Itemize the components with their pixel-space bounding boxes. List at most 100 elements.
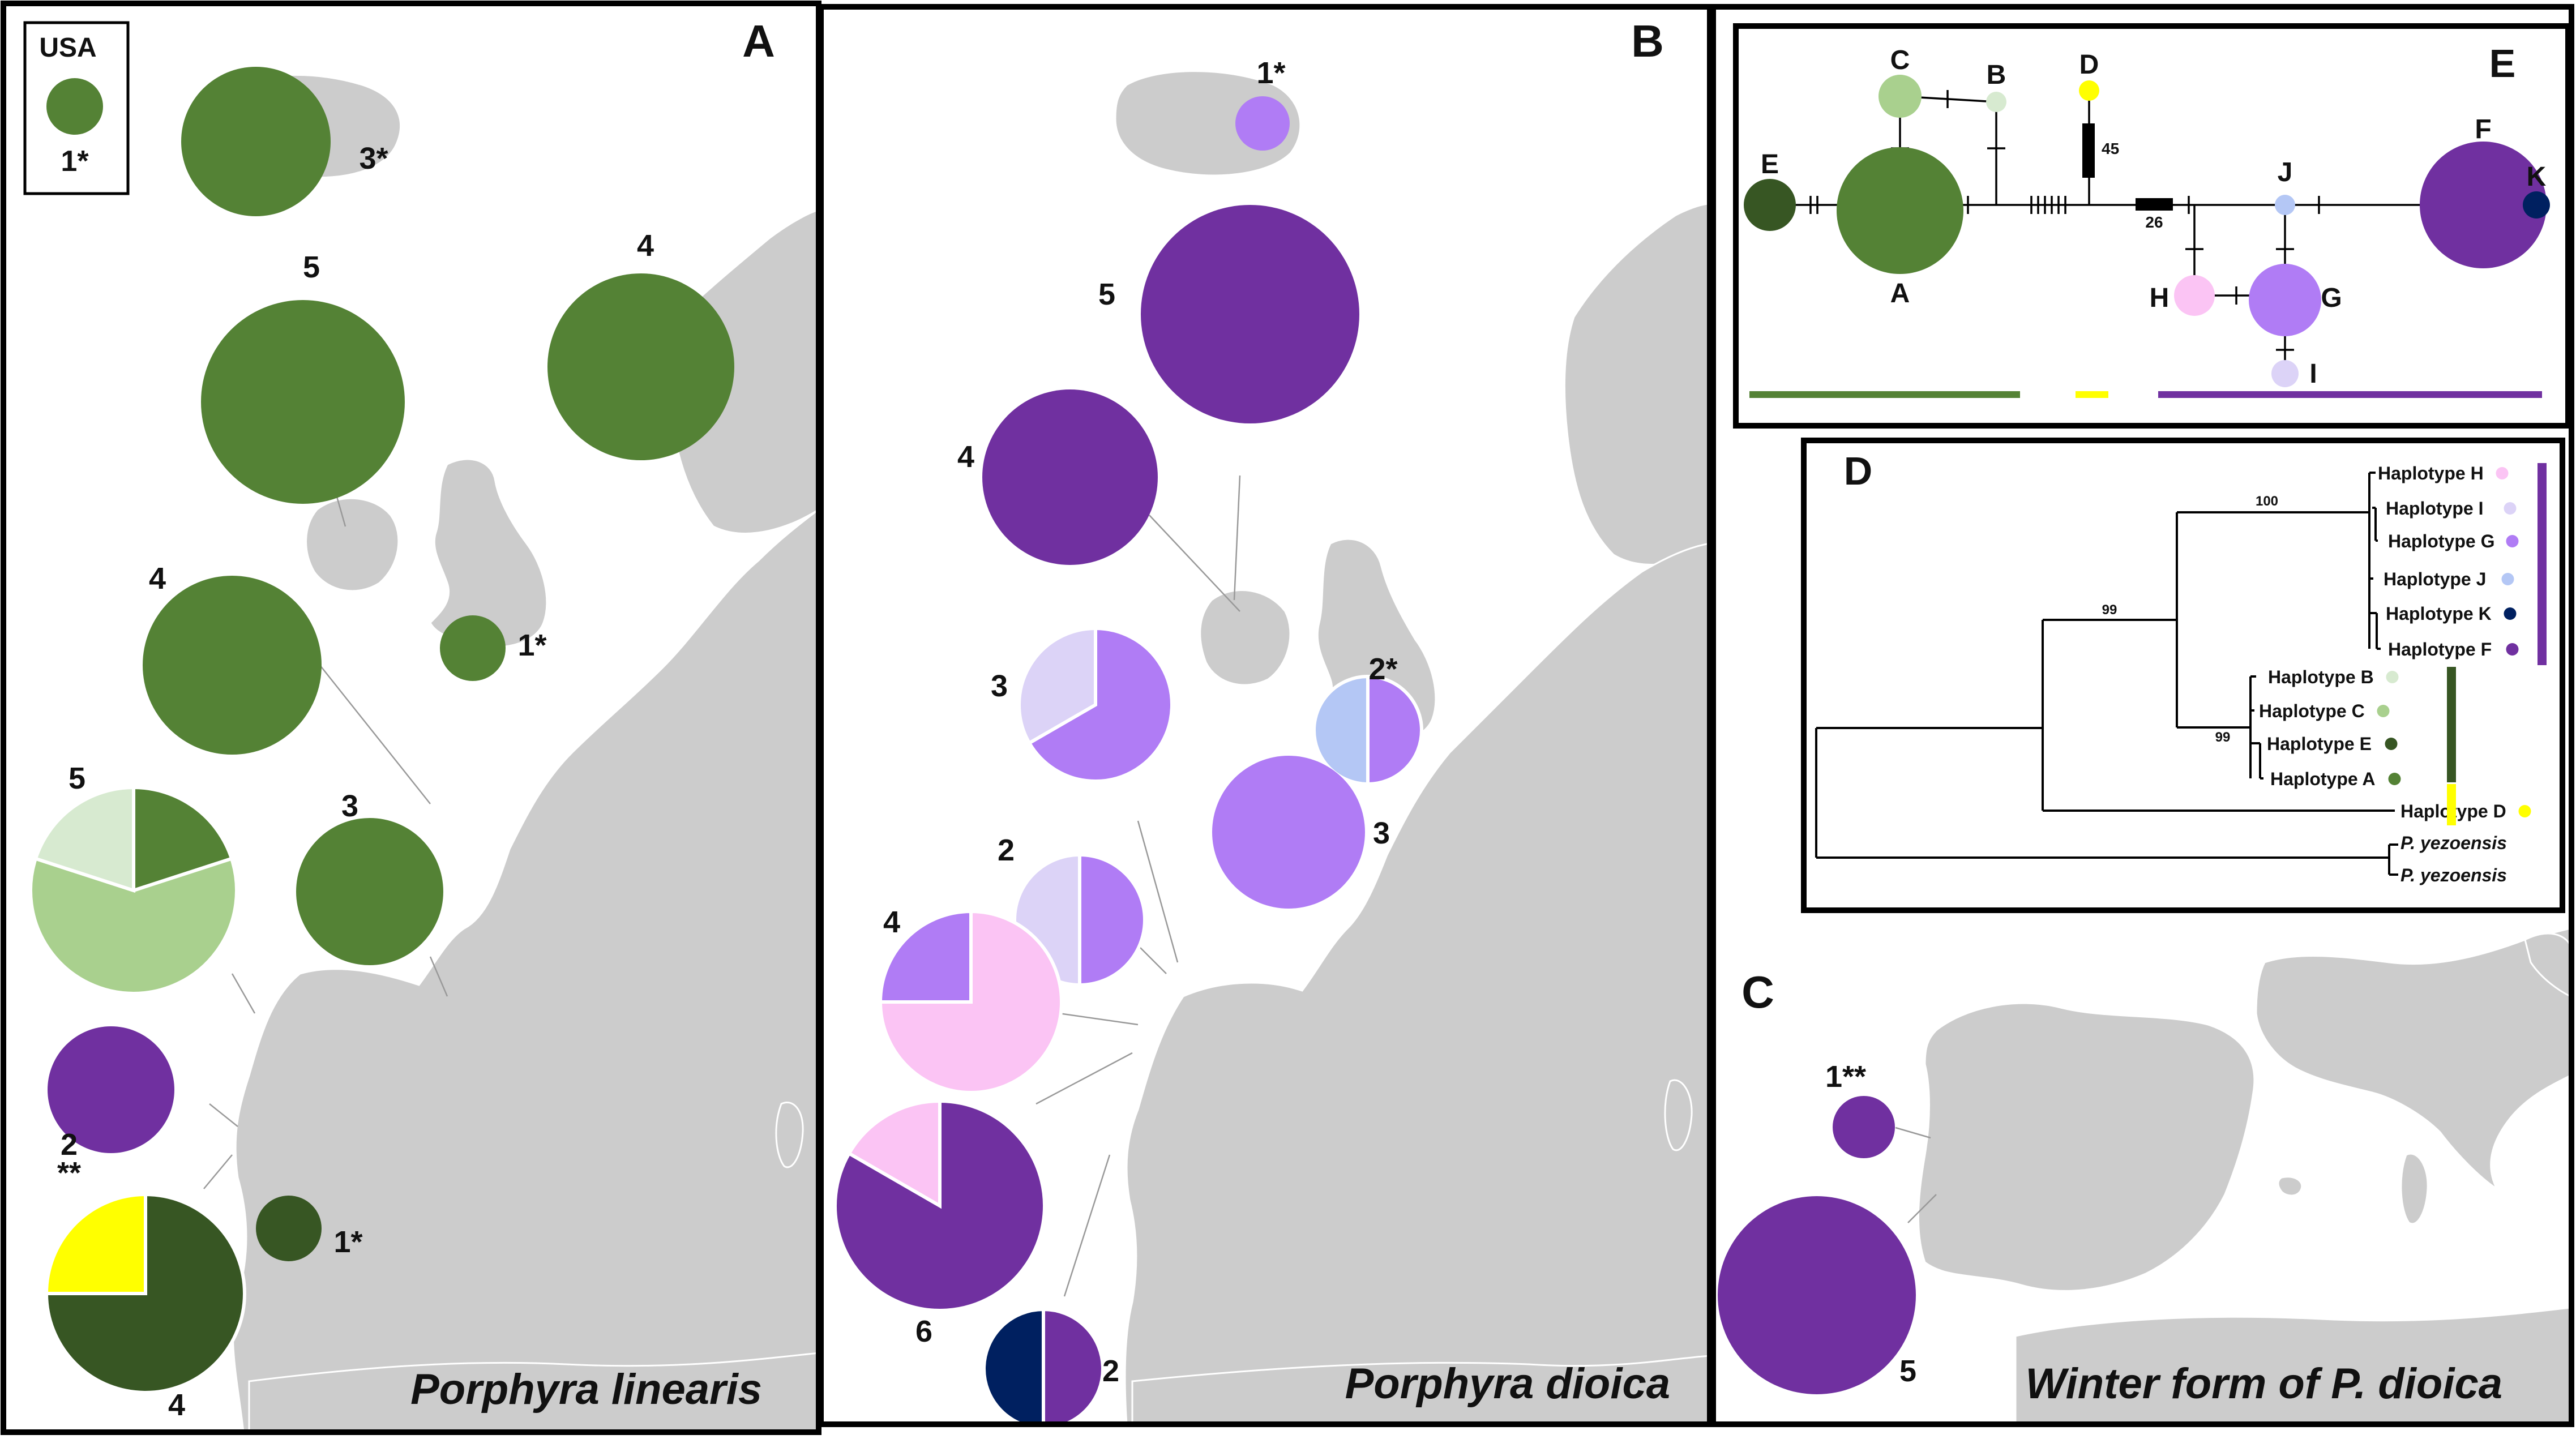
pie-count-label: 5 — [303, 250, 320, 284]
tree-tip-label: Haplotype G — [2388, 531, 2494, 551]
haplotype-node-label: H — [2150, 283, 2170, 313]
bootstrap-value: 99 — [2102, 602, 2117, 618]
haplotype-node-K — [2523, 191, 2550, 219]
haplotype-node-B — [1986, 92, 2006, 112]
pie-slice-A — [143, 576, 322, 755]
tip-color-dot-B — [2386, 671, 2399, 683]
pie-8 — [878, 909, 1063, 1094]
pie-slice-G — [1078, 853, 1146, 987]
tip-color-dot-I — [2504, 502, 2517, 515]
tree-tip-label: Haplotype J — [2384, 569, 2486, 589]
panel-c-letter: C — [1741, 967, 1774, 1017]
pie-slice-A — [132, 785, 234, 893]
tree-tip-label: Haplotype K — [2386, 603, 2492, 624]
pie-slice-A — [547, 273, 734, 460]
tree-outgroup-label: P. yezoensis — [2400, 865, 2507, 885]
pie-8 — [48, 1026, 174, 1153]
haplotype-node-H — [2174, 275, 2215, 316]
pie-slice-G — [1026, 626, 1174, 783]
tree-tip-label: Haplotype C — [2259, 701, 2365, 721]
pie-1 — [1833, 1096, 1895, 1158]
haplotype-node-label: B — [1987, 60, 2006, 90]
haplotype-node-A — [1837, 147, 1963, 274]
pie-1 — [181, 67, 331, 216]
haplotype-node-J — [2275, 195, 2295, 215]
pie-slice-D — [44, 1192, 147, 1295]
tip-color-dot-A — [2388, 773, 2401, 785]
pie-count-label: 4 — [957, 440, 974, 474]
haplotype-node-label: D — [2079, 50, 2099, 80]
panel-c-title: Winter form of P. dioica — [2026, 1360, 2502, 1408]
panel-e-letter: E — [2489, 41, 2516, 85]
tree-outgroup-label: P. yezoensis — [2400, 833, 2507, 853]
pie-count-label: 2* — [1368, 652, 1397, 686]
mutation-block — [2082, 123, 2095, 178]
pie-slice-A — [181, 67, 331, 216]
tip-color-dot-G — [2506, 535, 2519, 547]
tree-tip-label: Haplotype F — [2388, 639, 2492, 659]
pie-count-label: 2 — [998, 833, 1015, 867]
pie-count-label: 5 — [69, 761, 85, 795]
pie-3 — [547, 273, 734, 460]
pie-slice-H — [846, 1099, 942, 1209]
haplotype-network: 45 26 A B C D E F G H I J K — [1744, 45, 2550, 398]
pie-slice-F — [48, 1026, 174, 1153]
panel-d: D Haplotype H Haplotype I Haplotype G Haplo… — [1801, 438, 2565, 913]
panel-a: USA 1* A Porphyra linearis 3* 5 4 4 1* 5 3 2** 4… — [1, 1, 821, 1435]
haplotype-node-label: E — [1761, 149, 1779, 179]
haplotype-node-label: J — [2278, 157, 2293, 187]
pie-slice-F — [982, 389, 1158, 565]
pie-10 — [982, 1307, 1105, 1431]
pie-6 — [1212, 756, 1365, 909]
pie-3 — [982, 389, 1158, 565]
mutation-block — [2136, 198, 2173, 211]
haplotype-node-label: K — [2527, 162, 2547, 192]
pie-slice-B — [33, 785, 135, 893]
pie-count-label: 6 — [915, 1314, 932, 1348]
pie-count-label: 4 — [637, 229, 654, 263]
pie-2 — [201, 300, 405, 504]
panel-b-title: Porphyra dioica — [1345, 1360, 1670, 1408]
pie-2 — [1718, 1196, 1916, 1394]
pie-count-label: 2 — [61, 1128, 78, 1162]
pie-count-label: 4 — [149, 562, 166, 596]
haplotype-node-label: F — [2475, 114, 2491, 144]
pie-slice-G — [878, 909, 973, 1004]
tree-tip-label: Haplotype B — [2268, 667, 2374, 687]
pie-5 — [440, 615, 506, 681]
bootstrap-value: 99 — [2215, 730, 2231, 745]
mutation-step-label: 45 — [2102, 140, 2119, 157]
pie-5 — [1312, 674, 1423, 786]
map-a — [228, 74, 820, 1433]
tree-tip-label: Haplotype A — [2270, 769, 2376, 789]
pie-count-label: 5 — [1899, 1354, 1916, 1388]
mutation-step-label: 26 — [2145, 213, 2163, 231]
pie-1 — [1235, 96, 1290, 151]
pies-a: 3* 5 4 4 1* 5 3 2** 4 1* — [29, 67, 734, 1422]
tip-color-dot-J — [2501, 573, 2514, 585]
pie-4 — [143, 576, 322, 755]
panel-b: B Porphyra dioica 1* 5 4 3 2* 3 2 4 6 2 — [818, 4, 1713, 1431]
pie-count-label: 3 — [1373, 816, 1390, 850]
tip-color-dot-D — [2518, 805, 2531, 817]
pies-b: 1* 5 4 3 2* 3 2 4 6 2 — [833, 56, 1423, 1431]
haplotype-node-C — [1878, 75, 1922, 118]
haplotype-node-E — [1744, 179, 1796, 231]
pie-10 — [256, 1196, 322, 1261]
inset-count: 1* — [61, 145, 89, 178]
pie-count-label: 4 — [883, 905, 900, 939]
pie-slice-F — [1718, 1196, 1916, 1394]
pie-count-label: 4 — [168, 1388, 185, 1422]
tip-color-dot-K — [2504, 607, 2517, 620]
tree-tip-label: Haplotype I — [2386, 498, 2483, 519]
pie-9 — [44, 1192, 246, 1394]
pie-count-label: 3* — [359, 142, 388, 175]
pie-9 — [833, 1099, 1046, 1312]
haplotype-node-F — [2420, 142, 2547, 268]
pie-sublabel: ** — [57, 1156, 81, 1190]
tree-tip-label: Haplotype H — [2378, 463, 2484, 483]
panel-d-letter: D — [1844, 449, 1873, 493]
haplotype-node-I — [2271, 360, 2299, 387]
